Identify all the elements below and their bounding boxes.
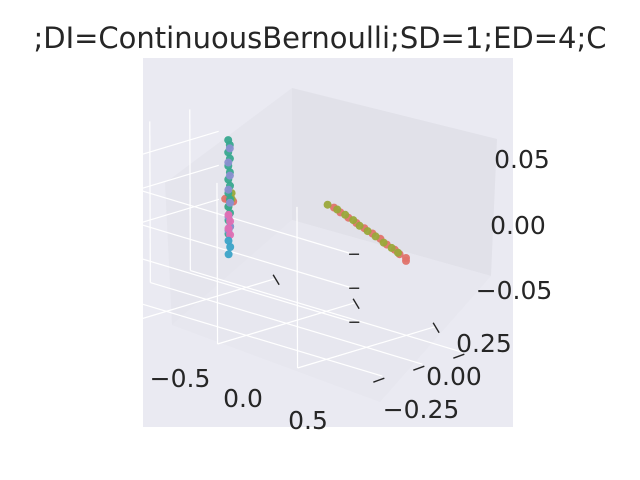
data-point xyxy=(333,205,342,214)
data-point xyxy=(394,248,402,257)
grid-line xyxy=(110,293,383,377)
x-tick-mark xyxy=(272,274,280,286)
data-point xyxy=(379,238,388,247)
data-point xyxy=(225,171,234,180)
data-point xyxy=(226,243,235,251)
grid-line xyxy=(109,133,111,295)
grid-line xyxy=(80,172,354,255)
chart-title: ;DI=ContinuousBernoulli;SD=1;ED=4;C xyxy=(33,21,606,55)
data-point xyxy=(402,254,410,262)
data-point xyxy=(224,158,233,167)
y-tick-label: −0.25 xyxy=(383,395,460,424)
grid-lines xyxy=(80,109,463,377)
grid-line xyxy=(189,109,191,271)
data-point xyxy=(226,217,235,226)
data-point xyxy=(224,236,233,245)
scatter-points xyxy=(221,136,410,265)
grid-line xyxy=(81,206,354,289)
grid-line xyxy=(136,158,139,321)
z-tick-label: 0.05 xyxy=(494,145,550,174)
pane-floor xyxy=(172,220,491,402)
pane-back xyxy=(292,88,497,276)
data-point xyxy=(226,198,234,207)
grid-line xyxy=(149,121,151,283)
y-tick-mark xyxy=(413,365,425,371)
grid-line xyxy=(216,182,219,345)
data-point xyxy=(224,210,233,219)
data-point xyxy=(387,243,396,252)
x-tick-label: −0.5 xyxy=(150,364,211,393)
data-point xyxy=(371,232,380,241)
grid-line xyxy=(81,198,220,242)
data-point xyxy=(323,200,332,209)
z-tick-label: −0.05 xyxy=(476,276,553,305)
data-point xyxy=(224,224,233,233)
data-point xyxy=(224,250,233,259)
y-tick-label: 0.25 xyxy=(456,329,512,358)
grid-line xyxy=(190,269,463,353)
x-tick-mark xyxy=(352,298,360,310)
data-point xyxy=(349,216,358,225)
y-tick-mark xyxy=(373,377,385,383)
y-tick-label: 0.00 xyxy=(426,362,482,391)
grid-line xyxy=(150,281,423,365)
grid-line xyxy=(296,206,299,369)
x-tick-mark xyxy=(432,322,440,334)
grid-line xyxy=(81,164,219,208)
data-point xyxy=(341,210,350,219)
y-tick-mark xyxy=(453,353,465,359)
data-point xyxy=(224,185,233,194)
tick-marks xyxy=(272,253,465,383)
data-point xyxy=(355,221,364,230)
grid-line xyxy=(80,130,219,174)
z-tick-label: 0.00 xyxy=(490,211,546,240)
data-point xyxy=(363,227,372,236)
data-point xyxy=(225,144,234,153)
grid-line xyxy=(81,240,354,323)
x-tick-label: 0.0 xyxy=(223,384,263,413)
x-tick-label: 0.5 xyxy=(288,406,328,435)
